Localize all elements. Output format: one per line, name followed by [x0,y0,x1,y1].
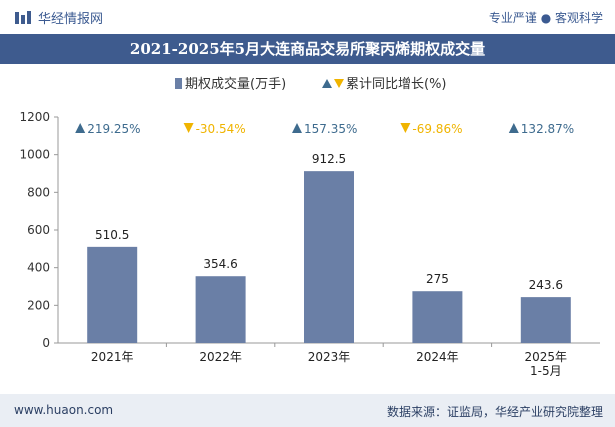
top-bar: 华经情报网 专业严谨 ● 客观科学 [0,0,615,34]
x-tick-label: 2024年 [416,350,459,364]
legend: 期权成交量(万手) 累计同比增长(%) [175,76,447,92]
growth-label: 132.87% [521,122,574,136]
y-tick-label: 0 [42,336,50,350]
y-tick-label: 800 [27,185,50,199]
bar [304,171,354,343]
bar-value-label: 243.6 [529,278,563,292]
brand-name: 华经情报网 [38,12,104,27]
y-tick-label: 200 [27,298,50,312]
bar [520,297,571,343]
x-tick-label: 2022年 [199,350,242,364]
growth-up-icon [292,123,302,133]
bars [87,171,571,343]
site-url[interactable]: www.huaon.com [14,403,114,417]
growth-label: -69.86% [412,122,462,136]
growth-down-icon [183,123,194,133]
y-tick-label: 400 [27,261,50,275]
x-tick-label: 2025年 1-5月 [525,350,568,378]
growth-label: 219.25% [87,122,140,136]
legend-label-growth: 累计同比增长(%) [346,77,447,92]
data-source: 数据来源：证监局，华经产业研究院整理 [386,405,603,419]
growth-label: -30.54% [196,122,246,136]
y-tick-label: 1000 [19,148,50,162]
growth-down-icon [400,123,411,133]
bar-value-label: 275 [426,272,449,286]
chart-title: 2021-2025年5月大连商品交易所聚丙烯期权成交量 [0,34,615,64]
y-tick-label: 1200 [19,110,50,124]
value-labels: 510.5 354.6 912.5 275 243.6 [95,152,563,292]
slogan: 专业严谨 ● 客观科学 [488,11,603,25]
brand[interactable]: 华经情报网 [14,8,103,27]
legend-swatch-growth-icon [322,79,344,88]
bar [412,291,463,343]
x-tick-label: 2021年 [91,350,134,364]
growth-labels: 219.25% -30.54% 157.35% -69.86% 132.87% [75,122,574,136]
bar-value-label: 510.5 [95,228,129,242]
axes: 0 200 400 600 800 1000 1200 2021年 2022年 2023年 2024… [19,110,600,378]
footer: www.huaon.com 数据来源：证监局，华经产业研究院整理 [0,394,615,427]
growth-up-icon [75,123,86,133]
bar [87,246,138,343]
chart: 期权成交量(万手) 累计同比增长(%) 0 200 400 600 800 1000 120… [19,76,600,378]
legend-label-volume: 期权成交量(万手) [185,76,286,92]
x-tick-label: 2023年 [308,350,351,364]
growth-up-icon [508,123,519,133]
brand-logo-icon [15,10,31,24]
growth-label: 157.35% [304,122,357,136]
bar-value-label: 354.6 [203,257,237,271]
bar [195,276,246,343]
y-tick-label: 600 [27,223,50,237]
bar-value-label: 912.5 [312,152,346,166]
legend-swatch-volume [175,78,182,89]
